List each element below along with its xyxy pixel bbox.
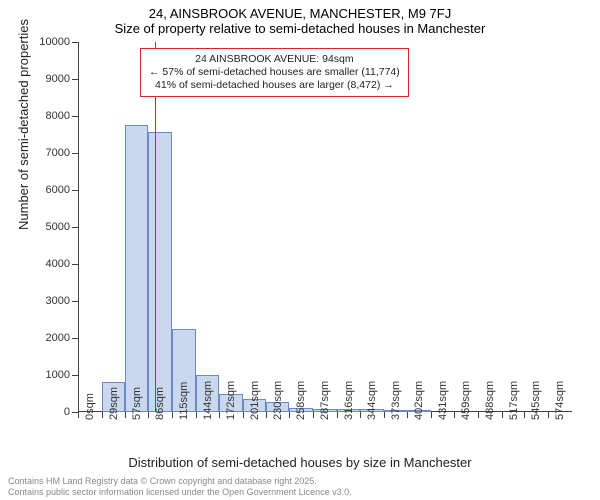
x-tick — [407, 412, 408, 418]
x-tick-label: 431sqm — [437, 381, 449, 420]
x-tick — [148, 412, 149, 418]
y-tick-label: 6000 — [46, 184, 70, 196]
x-tick-label: 29sqm — [108, 387, 120, 420]
footer-line1: Contains HM Land Registry data © Crown c… — [8, 476, 592, 487]
y-tick-label: 0 — [64, 406, 70, 418]
x-tick — [454, 412, 455, 418]
annotation-line1: 24 AINSBROOK AVENUE: 94sqm — [149, 53, 400, 66]
x-tick-label: 115sqm — [178, 382, 190, 420]
x-tick-label: 574sqm — [554, 381, 566, 420]
x-tick-label: 373sqm — [390, 381, 402, 420]
annotation-box: 24 AINSBROOK AVENUE: 94sqm ← 57% of semi… — [140, 48, 409, 97]
annotation-line3: 41% of semi-detached houses are larger (… — [149, 79, 400, 92]
chart-container: 24, AINSBROOK AVENUE, MANCHESTER, M9 7FJ… — [0, 0, 600, 500]
x-tick — [502, 412, 503, 418]
x-tick — [431, 412, 432, 418]
reference-line — [155, 42, 156, 412]
x-tick — [548, 412, 549, 418]
x-tick-label: 459sqm — [460, 381, 472, 420]
y-tick — [72, 227, 78, 228]
y-tick — [72, 116, 78, 117]
y-tick — [72, 153, 78, 154]
x-tick-label: 287sqm — [319, 381, 331, 420]
x-tick — [102, 412, 103, 418]
x-tick — [196, 412, 197, 418]
y-tick-label: 7000 — [46, 147, 70, 159]
x-tick-label: 172sqm — [225, 381, 237, 420]
x-tick — [266, 412, 267, 418]
x-tick — [219, 412, 220, 418]
x-tick — [478, 412, 479, 418]
x-tick-label: 402sqm — [413, 381, 425, 420]
x-tick-label: 144sqm — [202, 381, 214, 420]
x-tick-label: 545sqm — [530, 381, 542, 420]
title-block: 24, AINSBROOK AVENUE, MANCHESTER, M9 7FJ… — [0, 6, 600, 36]
x-tick-label: 230sqm — [272, 381, 284, 420]
x-tick-label: 57sqm — [131, 387, 143, 420]
histogram-bar — [148, 132, 172, 412]
histogram-bar — [125, 125, 149, 412]
y-tick-label: 10000 — [39, 36, 70, 48]
x-tick — [337, 412, 338, 418]
y-tick — [72, 264, 78, 265]
x-tick — [172, 412, 173, 418]
x-tick-label: 86sqm — [154, 387, 166, 420]
y-tick — [72, 79, 78, 80]
y-tick-label: 3000 — [46, 295, 70, 307]
x-tick — [524, 412, 525, 418]
y-tick-label: 5000 — [46, 221, 70, 233]
footer: Contains HM Land Registry data © Crown c… — [8, 476, 592, 498]
y-tick-label: 8000 — [46, 110, 70, 122]
y-tick — [72, 338, 78, 339]
x-tick — [243, 412, 244, 418]
title-line1: 24, AINSBROOK AVENUE, MANCHESTER, M9 7FJ — [0, 6, 600, 21]
x-tick — [313, 412, 314, 418]
y-tick — [72, 190, 78, 191]
x-tick-label: 201sqm — [249, 381, 261, 420]
x-tick — [125, 412, 126, 418]
x-tick-label: 258sqm — [295, 381, 307, 420]
x-tick — [384, 412, 385, 418]
y-axis-label: Number of semi-detached properties — [16, 19, 31, 230]
x-tick-label: 316sqm — [343, 381, 355, 420]
title-line2: Size of property relative to semi-detach… — [0, 21, 600, 36]
plot-area: 0100020003000400050006000700080009000100… — [78, 42, 572, 412]
y-tick — [72, 42, 78, 43]
x-tick-label: 488sqm — [484, 381, 496, 420]
x-tick — [360, 412, 361, 418]
x-axis-label: Distribution of semi-detached houses by … — [0, 455, 600, 470]
footer-line2: Contains public sector information licen… — [8, 487, 592, 498]
x-tick — [289, 412, 290, 418]
annotation-line2: ← 57% of semi-detached houses are smalle… — [149, 66, 400, 79]
x-tick — [78, 412, 79, 418]
x-tick-label: 344sqm — [366, 381, 378, 420]
y-tick-label: 1000 — [46, 369, 70, 381]
y-tick-label: 4000 — [46, 258, 70, 270]
y-tick-label: 2000 — [46, 332, 70, 344]
y-tick — [72, 375, 78, 376]
y-tick-label: 9000 — [46, 73, 70, 85]
x-tick-label: 517sqm — [508, 381, 520, 420]
y-tick — [72, 301, 78, 302]
x-tick-label: 0sqm — [84, 393, 96, 420]
